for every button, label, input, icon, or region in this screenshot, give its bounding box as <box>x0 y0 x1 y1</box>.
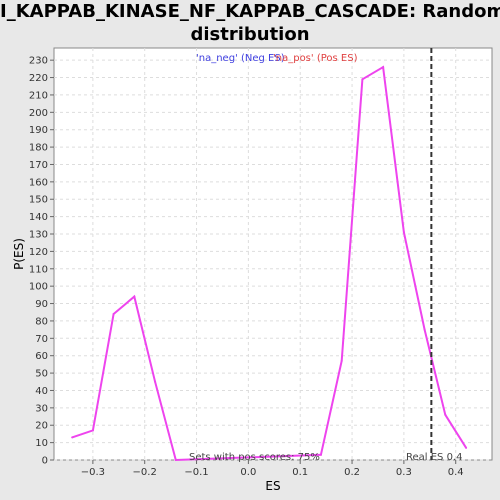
y-tick-label: 170 <box>29 160 48 171</box>
y-tick-label: 60 <box>35 351 48 362</box>
data-point <box>174 459 177 461</box>
data-point <box>71 436 74 439</box>
y-tick-label: 190 <box>29 125 48 136</box>
y-tick-label: 200 <box>29 108 48 119</box>
y-tick-label: 140 <box>29 212 48 223</box>
y-tick-label: 220 <box>29 73 48 84</box>
plot-area <box>53 47 493 461</box>
y-tick-label: 230 <box>29 56 48 67</box>
y-tick-label: 20 <box>35 421 48 432</box>
y-tick-label: 130 <box>29 230 48 241</box>
y-tick-label: 0 <box>42 456 48 467</box>
data-point <box>423 328 426 331</box>
y-tick-label: 160 <box>29 177 48 188</box>
x-axis: −0.3 −0.2 −0.1 0.0 0.1 0.2 0.3 0.4 <box>81 460 464 478</box>
x-tick-label: 0.0 <box>240 467 256 478</box>
series-layer <box>71 65 468 462</box>
chart-title-line-2: distribution <box>190 24 310 45</box>
data-point <box>465 446 468 449</box>
data-point <box>361 78 364 81</box>
x-tick-label: −0.2 <box>133 467 157 478</box>
data-point <box>112 312 115 315</box>
data-point <box>133 295 136 298</box>
x-axis-label: ES <box>265 479 280 493</box>
y-axis-label: P(ES) <box>12 238 26 270</box>
chart-title-line-1: I_KAPPAB_KINASE_NF_KAPPAB_CASCADE: Rando… <box>0 1 500 22</box>
y-tick-label: 120 <box>29 247 48 258</box>
y-axis: 0 10 20 30 40 50 60 70 80 90 100 110 120 130 140 150 160… <box>29 56 54 467</box>
grid-lines <box>54 48 492 461</box>
y-tick-label: 180 <box>29 143 48 154</box>
x-tick-label: −0.1 <box>184 467 208 478</box>
es-distribution-line <box>71 65 467 462</box>
data-point <box>154 380 157 383</box>
x-tick-label: 0.3 <box>396 467 412 478</box>
data-point <box>91 429 94 432</box>
legend-neg-es: 'na_neg' (Neg ES) <box>196 53 285 64</box>
y-tick-label: 30 <box>35 403 48 414</box>
data-point <box>402 231 405 234</box>
y-tick-label: 40 <box>35 386 48 397</box>
legend-pos-es: 'na_pos' (Pos ES) <box>273 53 358 64</box>
y-tick-label: 210 <box>29 90 48 101</box>
x-tick-label: −0.3 <box>81 467 105 478</box>
y-tick-label: 90 <box>35 299 48 310</box>
y-tick-label: 70 <box>35 334 48 345</box>
y-tick-label: 100 <box>29 282 48 293</box>
y-tick-label: 10 <box>35 438 48 449</box>
footer-pos-scores: Sets with pos scores: 75% <box>189 452 320 463</box>
chart-title: I_KAPPAB_KINASE_NF_KAPPAB_CASCADE: Rando… <box>0 0 500 46</box>
x-tick-label: 0.1 <box>292 467 308 478</box>
data-point <box>319 453 322 456</box>
x-tick-label: 0.4 <box>448 467 464 478</box>
y-tick-label: 150 <box>29 195 48 206</box>
y-tick-label: 110 <box>29 264 48 275</box>
data-point <box>444 413 447 416</box>
y-tick-label: 80 <box>35 316 48 327</box>
y-tick-label: 50 <box>35 369 48 380</box>
data-point <box>382 66 385 69</box>
x-tick-label: 0.2 <box>344 467 360 478</box>
real-es-label: Real ES 0.4 <box>406 452 462 463</box>
data-point <box>340 359 343 362</box>
